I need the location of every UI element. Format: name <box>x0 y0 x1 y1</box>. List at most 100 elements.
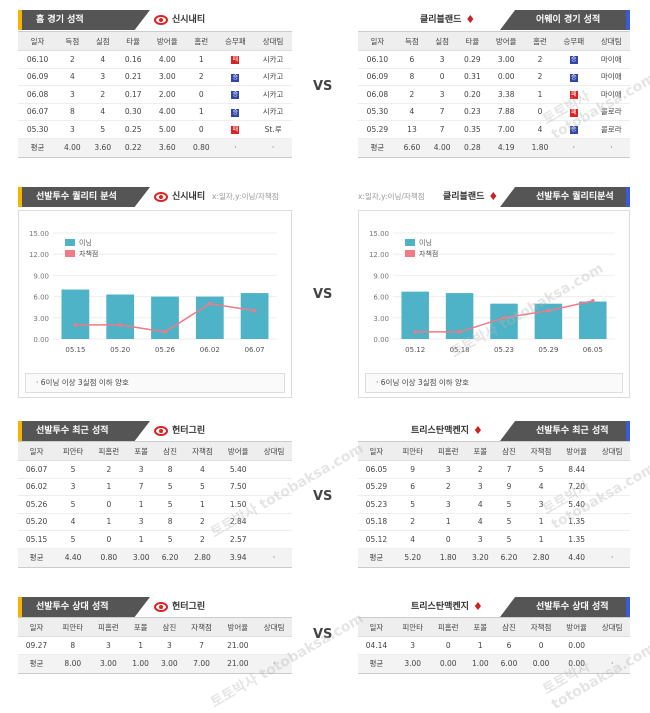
table-cell: 3 <box>430 495 466 514</box>
legend-label: 이닝 <box>419 238 432 247</box>
column-header: 실점 <box>87 31 118 51</box>
table-cell: 1 <box>186 50 217 69</box>
average-cell: 4.19 <box>487 138 525 158</box>
table-row: 05.30 3 5 0.25 5.00 0 패 St.루 <box>18 120 292 139</box>
column-header: 상대팀 <box>594 617 630 637</box>
column-header: 일자 <box>358 617 395 637</box>
team-name: 신시내티 <box>172 192 206 202</box>
table-cell: 0 <box>90 495 127 514</box>
table-cell: 2.84 <box>220 513 257 531</box>
accent-stripe <box>626 421 630 441</box>
table-cell: 0.25 <box>117 120 149 139</box>
quality-note-text: 6이닝 이상 3실점 이하 양호 <box>380 378 469 387</box>
average-cell: · <box>256 654 292 674</box>
average-row: 평균 3.00 0.00 1.00 6.00 0.00 0.00 · <box>358 654 630 674</box>
table-cell <box>594 530 630 549</box>
table-cell: 06.10 <box>358 50 397 69</box>
x-tick-label: 06.02 <box>200 346 220 354</box>
column-header: 일자 <box>358 31 397 51</box>
table-cell: 06.07 <box>18 460 56 479</box>
pitcher-recent-table-left: 일자 피안타 피홈런 포볼 삼진 자책점 방어율 상대팀 06.07 5 2 3 8 4 5.40 06.02… <box>18 441 292 568</box>
table-row: 05.30 4 7 0.23 7.88 0 패 콜로라 <box>358 103 630 121</box>
y-tick-label: 6.00 <box>33 294 49 302</box>
table-row: 05.18 2 1 4 5 1 1.35 <box>358 513 630 531</box>
average-cell: 0.00 <box>523 654 559 674</box>
column-header: 타율 <box>117 31 149 51</box>
table-cell: 0 <box>186 85 217 104</box>
table-cell: 마이애 <box>592 85 630 104</box>
table-cell: 0.20 <box>457 85 488 104</box>
average-cell: 평균 <box>358 654 395 674</box>
average-cell: · <box>555 138 593 158</box>
table-cell: 21.00 <box>219 636 257 655</box>
column-header: 실점 <box>427 31 458 51</box>
table-cell: 패 <box>555 85 593 104</box>
table-cell: 1 <box>524 85 556 104</box>
legend-label: 자책점 <box>79 249 98 258</box>
table-cell: 5 <box>55 460 91 479</box>
pitcher-vs-header-left: 선발투수 상대 성적 <box>22 597 150 617</box>
pitcher-name: 헌터그린 <box>172 602 206 612</box>
point-earned-runs <box>163 330 167 334</box>
pitcher-vs-table-right: 일자 피안타 피홈런 포볼 삼진 자책점 방어율 상대팀 04.14 3 0 1 6 0 0.00 평균 3.0… <box>358 617 630 674</box>
table-cell: 5 <box>87 120 118 139</box>
table-cell: 5 <box>155 495 185 514</box>
column-header: 상대팀 <box>254 31 292 51</box>
column-header: 일자 <box>358 441 395 461</box>
y-tick-label: 3.00 <box>373 315 389 323</box>
table-cell: 1 <box>430 513 466 531</box>
column-header: 피홈런 <box>90 617 127 637</box>
vs-label: VS <box>313 287 333 302</box>
table-cell: 0.00 <box>558 636 595 655</box>
table-cell: 0.00 <box>487 68 525 86</box>
average-cell: 3.00 <box>394 654 431 674</box>
guardians-team-label: 트리스탄맥켄지 ♦ <box>411 597 485 617</box>
table-cell: 시카고 <box>254 50 292 69</box>
guardians-logo-icon: ♦ <box>488 190 499 203</box>
y-tick-label: 9.00 <box>373 272 389 280</box>
table-cell: 8 <box>54 636 91 655</box>
guardians-logo-icon: ♦ <box>465 13 476 26</box>
bar-innings <box>579 301 607 339</box>
table-row: 06.08 3 2 0.17 2.00 0 승 시카고 <box>18 85 292 104</box>
table-cell <box>256 513 292 531</box>
x-tick-label: 05.12 <box>405 346 425 354</box>
average-row: 평균 6.60 4.00 0.28 4.19 1.80 · · <box>358 138 630 158</box>
average-row: 평균 5.20 1.80 3.20 6.20 2.80 4.40 · <box>358 548 630 568</box>
table-cell: 0.29 <box>457 50 488 69</box>
table-cell: 5 <box>523 460 559 479</box>
table-cell: 2 <box>394 513 431 531</box>
table-cell: 3.00 <box>487 50 525 69</box>
column-header: 득점 <box>57 31 88 51</box>
quality-note: · 6이닝 이상 3실점 이하 양호 <box>25 373 285 393</box>
table-cell: 8 <box>155 460 185 479</box>
result-badge: 승 <box>231 73 240 82</box>
table-cell: 3 <box>427 85 458 104</box>
table-cell: 4 <box>394 530 431 549</box>
average-cell: 0.28 <box>457 138 488 158</box>
table-cell: 1.50 <box>220 495 257 514</box>
average-cell: 6.60 <box>396 138 428 158</box>
table-cell: 1 <box>523 513 559 531</box>
table-row: 06.07 5 2 3 8 4 5.40 <box>18 460 292 479</box>
pitcher-recent-header-left: 선발투수 최근 성적 <box>22 421 150 441</box>
table-cell: 2 <box>524 68 556 86</box>
table-cell: 8 <box>57 103 88 121</box>
average-cell: 6.00 <box>494 654 524 674</box>
table-cell: 패 <box>216 50 255 69</box>
table-row: 06.09 4 3 0.21 3.00 2 승 시카고 <box>18 68 292 86</box>
result-badge: 승 <box>231 108 240 117</box>
table-cell: 3 <box>465 530 495 549</box>
table-cell: 7.50 <box>220 478 257 496</box>
column-header: 피안타 <box>54 617 91 637</box>
table-cell: 05.29 <box>358 120 397 139</box>
column-header: 피안타 <box>394 441 431 461</box>
away-record-header: 어웨이 경기 성적 <box>500 10 626 30</box>
x-tick-label: 06.07 <box>245 346 265 354</box>
reds-team-label: 신시내티 <box>154 10 205 30</box>
average-row: 평균 4.00 3.60 0.22 3.60 0.80 · · <box>18 138 292 158</box>
table-cell: 0.16 <box>117 50 149 69</box>
table-cell: 3 <box>427 50 458 69</box>
quality-header-right: 선발투수 퀄리티분석 <box>500 187 626 207</box>
column-header: 삼진 <box>154 617 184 637</box>
